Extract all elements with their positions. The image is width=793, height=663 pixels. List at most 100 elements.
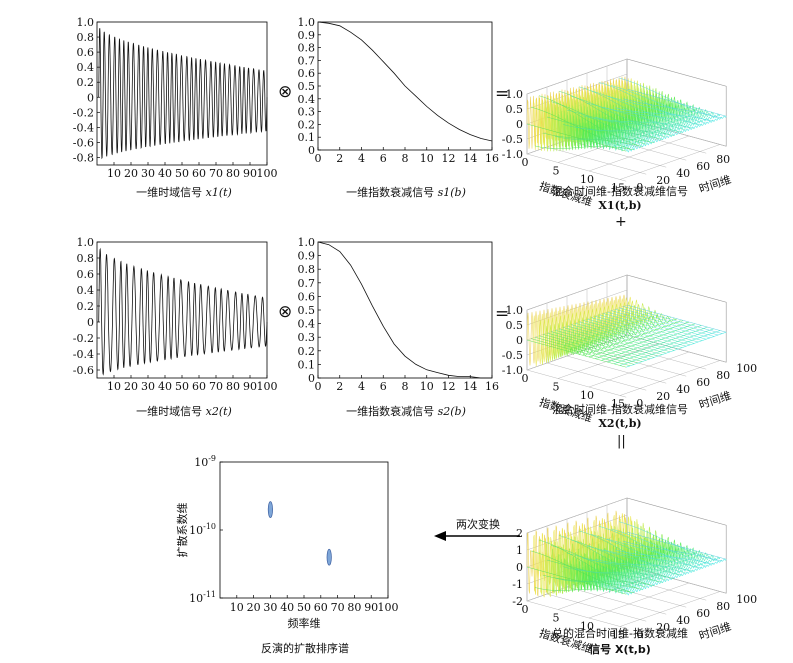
surface-line (582, 320, 683, 348)
series-line (317, 241, 492, 379)
z-grid (526, 274, 628, 311)
surface-line (534, 587, 635, 594)
x-tick-label: 30 (141, 380, 155, 393)
y-tick-label: 1.0 (77, 236, 95, 249)
y-tick-label: 0.7 (298, 277, 316, 290)
x-tick-label: 16 (485, 152, 499, 165)
surface-line (570, 324, 671, 353)
z-tick-label: 1.0 (506, 88, 524, 101)
z-tick-label: -2 (512, 595, 523, 608)
surface-line (625, 115, 727, 153)
surface-line (562, 566, 663, 583)
arrow-head (434, 531, 446, 541)
y-tick-label: 0.5 (298, 80, 316, 93)
y-tick-label: 0.3 (298, 106, 316, 119)
y-tick-label: 0.4 (77, 61, 95, 74)
t-tick-label: 0 (636, 628, 643, 641)
x-tick-label: 20 (247, 601, 261, 614)
surface-line (614, 549, 715, 565)
surface-line (622, 98, 723, 119)
x-tick-label: 90 (364, 601, 378, 614)
t-tick-label: 0 (636, 397, 643, 410)
x-tick-label: 80 (226, 167, 240, 180)
surface-line (538, 335, 639, 364)
caption-s1: 一维指数衰减信号 s1(b) (346, 186, 466, 199)
surface-line (598, 526, 699, 569)
series-line (98, 28, 268, 160)
surface-line (578, 530, 679, 576)
x-tick-label: 14 (463, 152, 477, 165)
x-tick-label: 4 (358, 152, 365, 165)
surface-line (574, 322, 675, 351)
z-tick-label: -1.0 (502, 148, 523, 161)
surface-line (538, 539, 639, 589)
conv-operator-1: ⊗ (278, 82, 293, 102)
x-tick-label: 12 (442, 152, 456, 165)
surface-line (590, 317, 691, 346)
surface-line (626, 331, 727, 368)
y-tick-label: 10-9 (194, 454, 216, 469)
y-tick-label: 0.4 (298, 318, 316, 331)
surface-line (618, 77, 719, 119)
surface-line (550, 545, 651, 586)
t-tick-label: 80 (716, 369, 730, 382)
conv-operator-2: ⊗ (278, 302, 293, 322)
y-tick-label: 1.0 (77, 16, 95, 29)
floor-grid (619, 591, 721, 627)
surface-line (582, 320, 683, 356)
surface-line (606, 538, 707, 567)
x-tick-label: 0 (315, 380, 322, 393)
t-tick-label: 80 (716, 600, 730, 613)
surface-line (626, 531, 727, 560)
surface-line (550, 331, 651, 360)
x-tick-label: 80 (226, 380, 240, 393)
surface-line (586, 318, 687, 347)
x-tick-label: 30 (263, 601, 277, 614)
surface-line (542, 334, 643, 362)
y-tick-label: 0.2 (77, 76, 95, 89)
y-tick-label: -0.8 (73, 151, 94, 164)
surface-line (566, 325, 667, 354)
floor-grid (588, 351, 690, 388)
x-tick-label: 8 (402, 380, 409, 393)
y-tick-label: 0.8 (298, 263, 316, 276)
floor-grid (619, 144, 721, 180)
b-tick-label: 0 (522, 372, 529, 385)
y-tick-label: 0.2 (298, 345, 316, 358)
y-tick-label: 0 (308, 372, 315, 385)
surface-line (625, 558, 727, 596)
caption-x1-math: x1(t) (205, 186, 232, 199)
z-tick-label: 0 (516, 118, 523, 131)
x-tick-label: 80 (347, 601, 361, 614)
x-tick-label: 70 (331, 601, 345, 614)
surface-line (602, 106, 703, 126)
b-tick-label: 15 (611, 182, 625, 195)
floor-grid (626, 118, 727, 147)
x-tick-label: 10 (107, 167, 121, 180)
floor-grid (526, 369, 627, 398)
y-tick-label: 0.2 (298, 118, 316, 131)
x-tick-label: 6 (380, 380, 387, 393)
x-tick-label: 10 (420, 380, 434, 393)
b-tick-label: 5 (553, 165, 560, 178)
floor-grid (586, 132, 687, 161)
z-tick-label: 1 (516, 544, 523, 557)
y-tick-label: 0.5 (298, 304, 316, 317)
caption-X-line1: 总的混合时间维-指数衰减维 (552, 627, 688, 640)
surface-line (550, 101, 651, 143)
z-tick-label: 2 (516, 527, 523, 540)
floor-grid (566, 586, 667, 615)
surface-line (576, 318, 677, 356)
x-tick-label: 4 (358, 380, 365, 393)
x-tick-label: 100 (378, 601, 399, 614)
x-tick-label: 70 (209, 167, 223, 180)
transform-arrow (434, 531, 520, 541)
surface-line (594, 315, 695, 344)
surface-line (588, 321, 690, 358)
surface-line (614, 308, 715, 337)
floor-grid (546, 362, 647, 391)
x-tick-label: 10 (107, 380, 121, 393)
spectrum-xlabel: 频率维 (288, 616, 321, 630)
z-tick-label: 0.5 (506, 319, 524, 332)
